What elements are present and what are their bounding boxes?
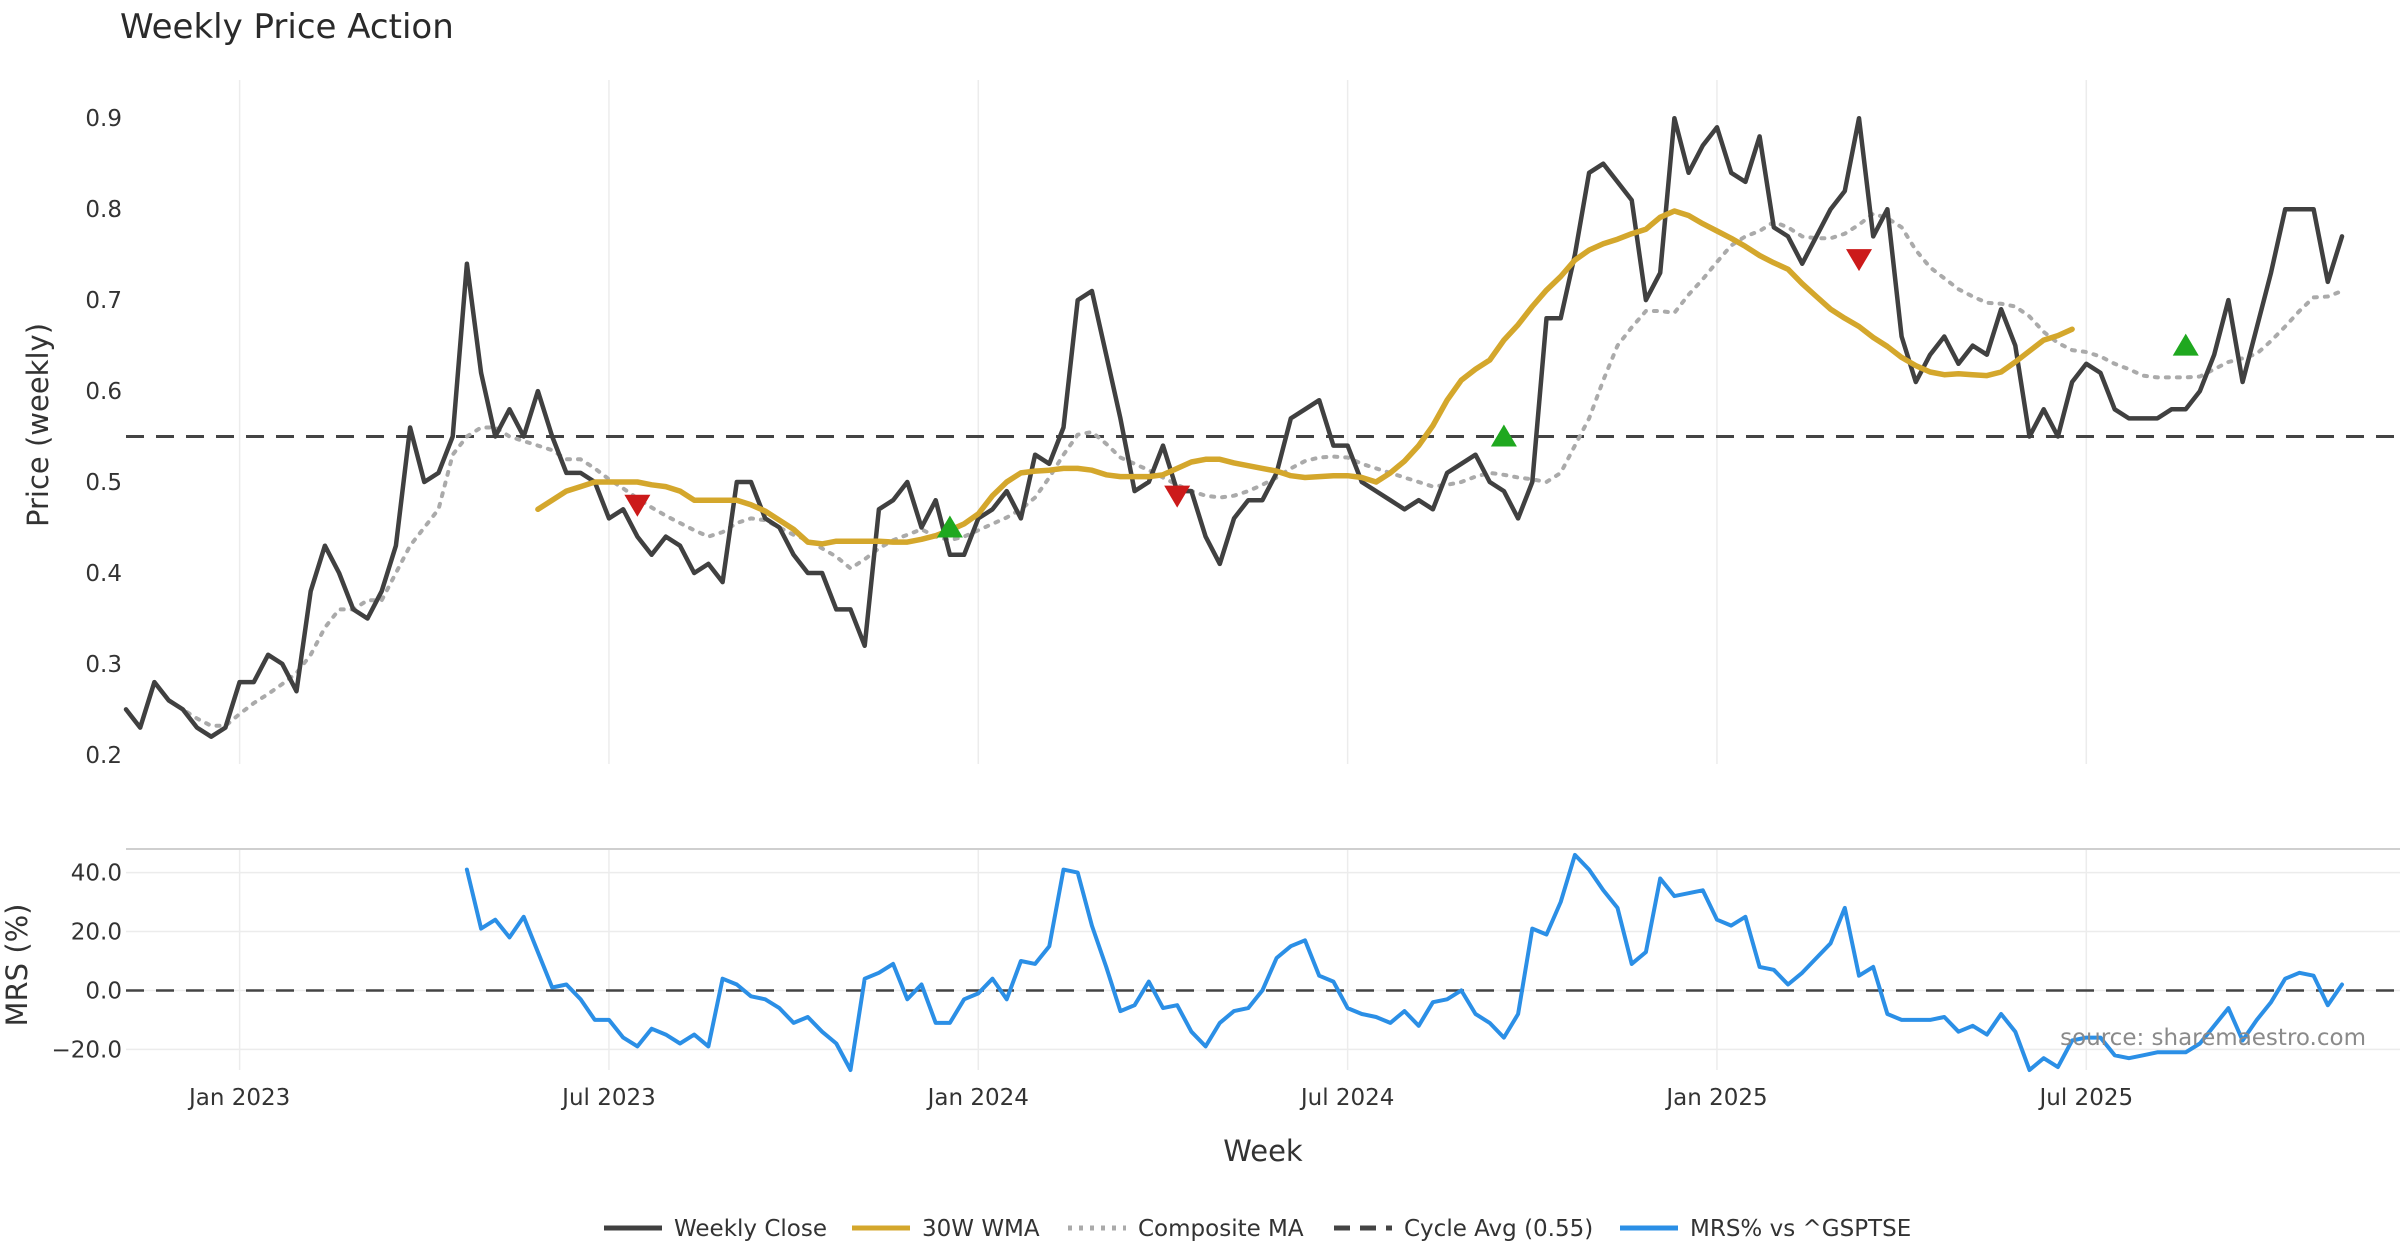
price-y-tick-label: 0.2: [85, 743, 122, 769]
x-tick-label: Jul 2025: [2038, 1085, 2134, 1111]
x-ticks: Jan 2023 Jul 2023 Jan 2024 Jul 2024 Jan 2025…: [187, 1085, 2133, 1111]
composite-ma-line: [166, 211, 2344, 728]
legend-label: Composite MA: [1138, 1216, 1304, 1242]
price-y-tick-label: 0.5: [85, 470, 122, 496]
x-axis-label: Week: [1223, 1134, 1303, 1168]
x-tick-label: Jul 2023: [560, 1085, 656, 1111]
price-y-axis-label: Price (weekly): [21, 323, 55, 527]
sell-signal-marker: [1164, 485, 1191, 508]
price-y-tick-label: 0.7: [85, 288, 122, 314]
legend-label: 30W WMA: [922, 1216, 1040, 1242]
price-y-tick-label: 0.3: [85, 652, 122, 678]
mrs-line: [464, 852, 2344, 1072]
price-y-ticks: 0.2 0.3 0.4 0.5 0.6 0.7 0.8 0.9: [85, 106, 122, 769]
mrs-y-tick-label: 20.0: [71, 920, 122, 946]
legend: Weekly Close 30W WMA Composite MA Cycle Avg…: [604, 1216, 1911, 1242]
x-tick-label: Jan 2024: [926, 1085, 1029, 1111]
chart-title: Weekly Price Action: [120, 7, 454, 47]
x-tick-label: Jan 2025: [1664, 1085, 1767, 1111]
x-tick-label: Jan 2023: [187, 1085, 290, 1111]
series-layer: [123, 115, 2345, 1072]
price-y-tick-label: 0.8: [85, 197, 122, 223]
legend-label: Weekly Close: [674, 1216, 827, 1242]
mrs-y-tick-label: 40.0: [71, 861, 122, 887]
signal-markers: [624, 249, 2199, 538]
mrs-y-axis-label: MRS (%): [0, 904, 34, 1027]
mrs-y-tick-label: 0.0: [85, 978, 122, 1004]
mrs-gridlines: [126, 849, 2400, 1070]
price-y-tick-label: 0.4: [85, 561, 122, 587]
mrs-y-ticks: 40.0 20.0 0.0 −20.0: [52, 861, 122, 1064]
weekly-close-line: [123, 115, 2345, 739]
source-note: source: sharemaestro.com: [2060, 1025, 2366, 1051]
price-gridlines: [238, 80, 2088, 764]
sell-signal-marker: [1846, 249, 1873, 272]
mrs-y-tick-label: −20.0: [52, 1037, 122, 1063]
x-tick-label: Jul 2024: [1299, 1085, 1395, 1111]
price-y-tick-label: 0.9: [85, 106, 122, 132]
buy-signal-marker: [2172, 333, 2199, 356]
price-y-tick-label: 0.6: [85, 379, 122, 405]
wma-30w-line: [535, 208, 2075, 547]
buy-signal-marker: [936, 515, 963, 538]
buy-signal-marker: [1490, 424, 1517, 447]
legend-label: Cycle Avg (0.55): [1404, 1216, 1593, 1242]
legend-label: MRS% vs ^GSPTSE: [1690, 1216, 1911, 1242]
sell-signal-marker: [624, 494, 651, 517]
